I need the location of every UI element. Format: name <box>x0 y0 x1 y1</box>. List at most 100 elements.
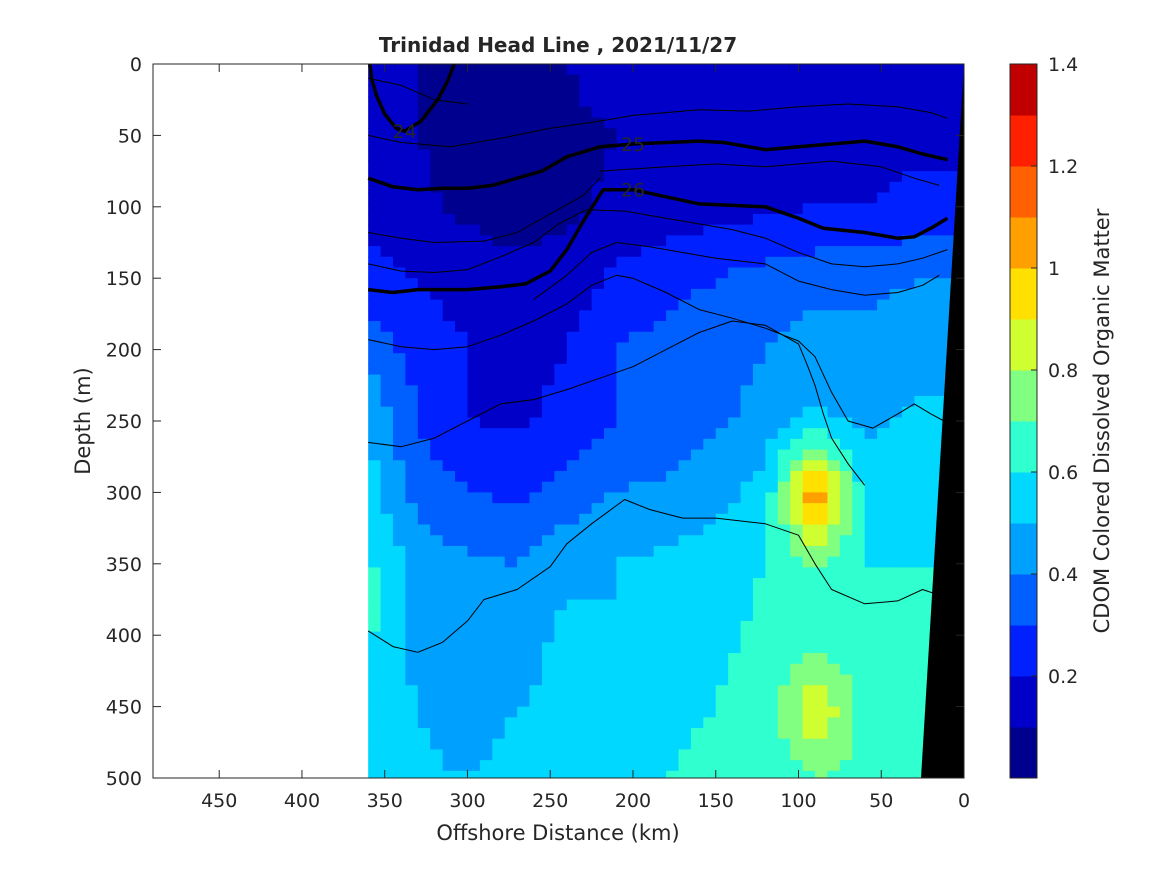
heatmap-cell <box>740 417 754 429</box>
heatmap-cell <box>492 642 506 654</box>
heatmap-cell <box>442 246 456 258</box>
heatmap-cell <box>678 695 692 708</box>
heatmap-cell <box>417 96 431 108</box>
heatmap-cell <box>939 342 953 354</box>
heatmap-cell <box>815 599 829 611</box>
heatmap-cell <box>827 385 841 397</box>
heatmap-cell <box>914 610 928 622</box>
heatmap-cell <box>703 213 717 226</box>
heatmap-cell <box>877 663 891 676</box>
heatmap-cell <box>604 524 618 536</box>
heatmap-cell <box>479 674 493 686</box>
heatmap-cell <box>752 396 766 408</box>
heatmap-cell <box>442 235 456 247</box>
heatmap-cell <box>690 160 704 172</box>
heatmap-cell <box>715 256 729 269</box>
heatmap-cell <box>790 192 804 204</box>
heatmap-cell <box>641 267 655 279</box>
heatmap-cell <box>392 460 407 472</box>
heatmap-cell <box>690 545 704 558</box>
heatmap-cell <box>641 438 655 451</box>
heatmap-cell <box>591 610 605 622</box>
heatmap-cell <box>678 203 692 215</box>
heatmap-cell <box>479 64 493 76</box>
heatmap-cell <box>815 706 829 718</box>
heatmap-cell <box>579 717 593 729</box>
heatmap-cell <box>889 620 903 633</box>
heatmap-cell <box>641 513 655 526</box>
heatmap-cell <box>864 331 878 344</box>
heatmap-cell <box>492 535 506 547</box>
heatmap-cell <box>703 267 717 279</box>
heatmap-cell <box>703 342 717 354</box>
heatmap-cell <box>852 674 866 686</box>
heatmap-cell <box>740 396 754 408</box>
heatmap-cell <box>728 449 742 461</box>
heatmap-cell <box>479 438 493 451</box>
heatmap-cell <box>417 321 431 333</box>
heatmap-cell <box>504 706 518 718</box>
heatmap-cell <box>752 342 766 354</box>
colorbar-tick-label: 0.6 <box>1048 462 1078 484</box>
heatmap-cell <box>839 138 853 151</box>
heatmap-cell <box>541 578 555 590</box>
heatmap-cell <box>815 64 829 76</box>
heatmap-cell <box>653 642 667 654</box>
heatmap-cell <box>802 96 816 108</box>
heatmap-cell <box>467 738 481 751</box>
heatmap-cell <box>715 728 729 740</box>
heatmap-cell <box>492 106 506 119</box>
heatmap-cell <box>678 278 692 290</box>
heatmap-cell <box>690 524 704 536</box>
heatmap-cell <box>579 513 593 526</box>
heatmap-cell <box>802 385 816 397</box>
heatmap-cell <box>442 513 456 526</box>
heatmap-cell <box>678 235 692 247</box>
heatmap-cell <box>566 417 580 429</box>
heatmap-cell <box>554 588 568 601</box>
heatmap-cell <box>815 299 829 311</box>
heatmap-cell <box>554 96 568 108</box>
heatmap-cell <box>616 760 630 772</box>
heatmap-cell <box>728 492 742 504</box>
heatmap-cell <box>765 64 779 76</box>
heatmap-cell <box>442 106 456 119</box>
heatmap-cell <box>877 321 891 333</box>
heatmap-cell <box>504 256 518 269</box>
heatmap-cell <box>864 481 878 493</box>
heatmap-cell <box>405 299 419 311</box>
heatmap-cell <box>554 321 568 333</box>
heatmap-cell <box>641 770 655 778</box>
heatmap-cell <box>604 406 618 419</box>
heatmap-cell <box>541 171 555 183</box>
heatmap-cell <box>802 267 816 279</box>
heatmap-cell <box>628 749 642 761</box>
heatmap-cell <box>889 556 903 568</box>
heatmap-cell <box>579 310 593 322</box>
heatmap-cell <box>392 749 407 761</box>
heatmap-cell <box>405 160 419 172</box>
heatmap-cell <box>392 138 407 151</box>
heatmap-cell <box>467 642 481 654</box>
contour-line-bold <box>367 139 948 192</box>
heatmap-cell <box>728 481 742 493</box>
heatmap-cell <box>616 685 630 697</box>
heatmap-cell <box>616 203 630 215</box>
heatmap-cell <box>790 396 804 408</box>
heatmap-cell <box>455 428 469 440</box>
heatmap-cell <box>467 149 481 161</box>
heatmap-cell <box>740 524 754 536</box>
heatmap-cell <box>827 438 841 451</box>
heatmap-cell <box>703 599 717 611</box>
heatmap-cell <box>690 642 704 654</box>
heatmap-cell <box>541 503 555 515</box>
heatmap-cell <box>790 321 804 333</box>
heatmap-cell <box>777 438 791 451</box>
heatmap-cell <box>864 706 878 718</box>
heatmap-cell <box>703 224 717 236</box>
heatmap-cell <box>417 599 431 611</box>
heatmap-cell <box>765 524 779 536</box>
heatmap-cell <box>430 492 444 504</box>
heatmap-cell <box>827 524 841 536</box>
heatmap-cell <box>901 96 915 108</box>
